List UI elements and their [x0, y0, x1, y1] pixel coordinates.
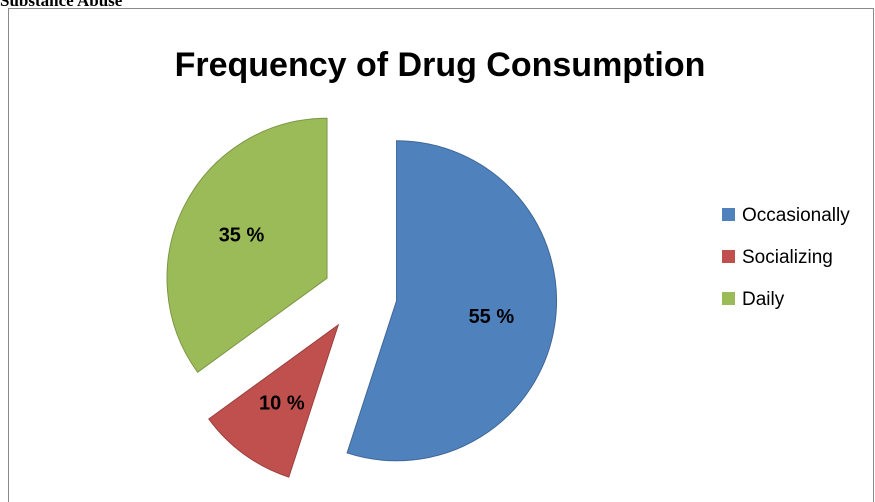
slice-label-occasionally: 55 %	[469, 306, 515, 328]
legend-swatch-socializing	[722, 250, 735, 263]
pie-slices	[166, 117, 558, 478]
legend-swatch-occasionally	[722, 208, 735, 221]
section-caption: Substance Abuse	[0, 0, 123, 10]
pie-slice-socializing	[208, 323, 340, 478]
legend-label-socializing: Socializing	[742, 247, 833, 268]
pie-slice-occasionally	[346, 140, 558, 462]
slice-labels: 55 % 10 % 35 %	[219, 225, 515, 415]
chart-legend: Occasionally Socializing Daily	[722, 205, 850, 310]
legend-label-daily: Daily	[742, 289, 785, 310]
legend-swatch-daily	[722, 292, 735, 305]
slice-label-socializing: 10 %	[259, 393, 305, 415]
legend-label-occasionally: Occasionally	[742, 205, 850, 226]
chart-title: Frequency of Drug Consumption	[175, 46, 706, 84]
pie-slice-daily	[166, 117, 328, 373]
slice-label-daily: 35 %	[219, 225, 265, 247]
